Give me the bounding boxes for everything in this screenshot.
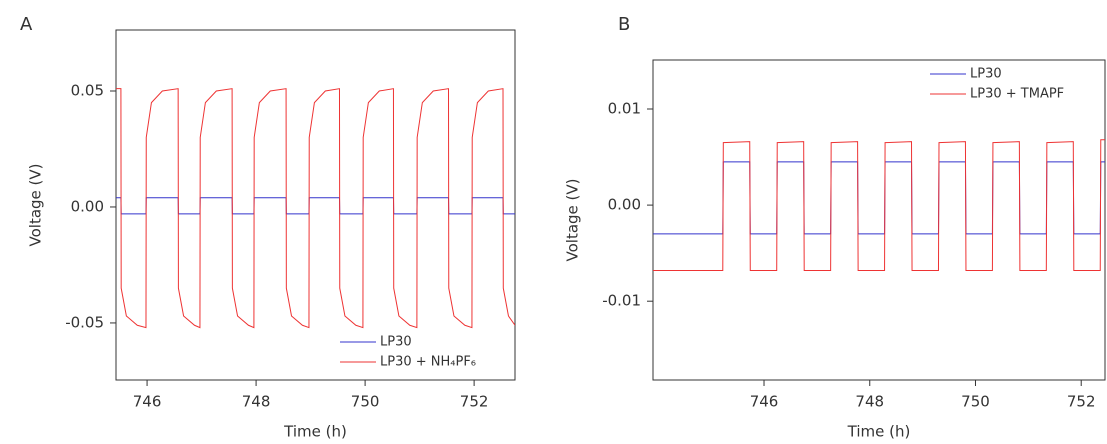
y-tick-label: -0.01 — [602, 292, 641, 310]
x-tick-label: 750 — [351, 393, 380, 411]
y-tick-label: 0.00 — [71, 197, 104, 215]
x-axis-title: Time (h) — [847, 423, 911, 441]
legend-label: LP30 + TMAPF — [970, 87, 1064, 102]
y-axis-title: Voltage (V) — [27, 164, 45, 247]
x-tick-label: 748 — [242, 393, 271, 411]
legend-label: LP30 — [970, 67, 1002, 82]
y-tick-label: 0.05 — [71, 82, 104, 100]
y-tick-label: 0.01 — [608, 100, 641, 118]
chart-panel: A 746 748 750 752 -0.05 0.00 0.05 Time (h) Voltag… — [20, 14, 516, 441]
x-tick-label: 746 — [750, 393, 779, 411]
x-tick-label: 752 — [1067, 393, 1096, 411]
panel-label: A — [20, 14, 33, 35]
x-tick-label: 750 — [961, 393, 990, 411]
series-line — [116, 88, 515, 329]
chart-panel: B 746 748 750 752 -0.01 0.00 0.01 Time (h) Voltag… — [564, 14, 1106, 441]
plot-frame — [115, 29, 516, 381]
legend-label: LP30 + NH₄PF₆ — [380, 355, 476, 370]
x-axis-title: Time (h) — [283, 423, 347, 441]
x-tick-label: 752 — [460, 393, 489, 411]
x-tick-label: 748 — [855, 393, 884, 411]
series-line — [116, 197, 515, 215]
y-tick-label: 0.00 — [608, 196, 641, 214]
y-axis-title: Voltage (V) — [564, 179, 582, 262]
legend-label: LP30 — [380, 335, 412, 350]
panel-label: B — [618, 14, 630, 35]
plot-frame — [652, 59, 1106, 381]
x-tick-label: 746 — [133, 393, 162, 411]
y-tick-label: -0.05 — [65, 313, 104, 331]
series-line — [653, 139, 1105, 271]
series-line — [653, 161, 1105, 235]
